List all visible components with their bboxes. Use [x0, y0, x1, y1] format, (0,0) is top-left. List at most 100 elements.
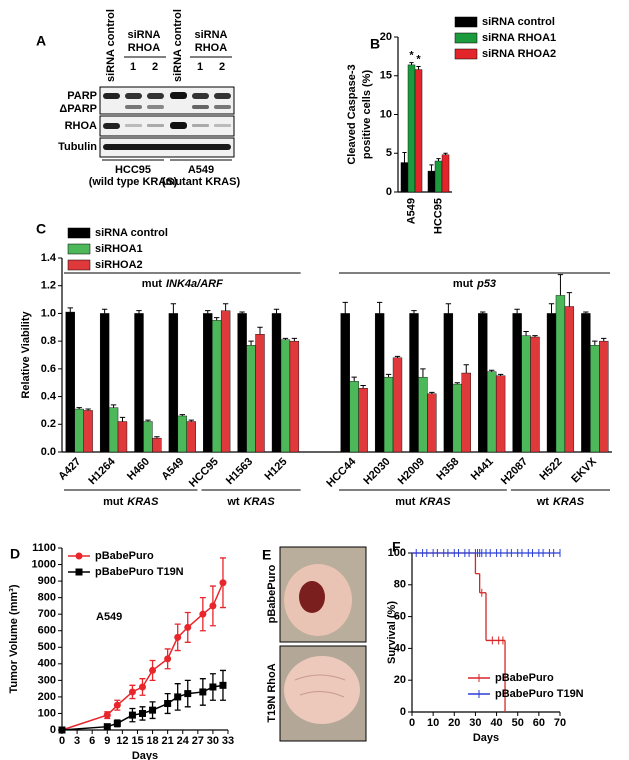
error-bar — [445, 303, 452, 314]
band — [125, 93, 142, 99]
point — [184, 623, 192, 631]
bar — [246, 345, 256, 453]
group-label: mut KRAS — [103, 496, 159, 508]
point — [128, 711, 136, 719]
y-tick-label: 5 — [386, 147, 392, 159]
y-tick-label: 1.2 — [41, 280, 56, 292]
error-bar — [548, 303, 555, 314]
point — [199, 688, 207, 696]
x-tick-label: 6 — [89, 735, 95, 747]
y-tick-label: 1.0 — [41, 307, 56, 319]
x-tick-label: 12 — [116, 735, 128, 747]
legend-label: pBabePuro T19N — [495, 688, 584, 700]
x-tick-label: 50 — [512, 717, 524, 729]
bar — [441, 154, 450, 193]
x-tick-label: H125 — [263, 456, 290, 483]
panel-letter: D — [10, 546, 20, 562]
bar — [407, 64, 416, 193]
y-tick-label: 10 — [380, 108, 392, 120]
y-tick-label: 1.4 — [41, 252, 57, 264]
y-tick-label: 900 — [38, 575, 56, 587]
y-tick-label: 0 — [386, 186, 392, 198]
x-tick-label: 30 — [469, 717, 481, 729]
blot-frame — [99, 86, 235, 115]
group-label-gene: p53 — [476, 278, 496, 290]
band — [214, 105, 231, 109]
point — [113, 701, 121, 709]
photo — [279, 546, 367, 742]
blot-frame — [99, 115, 235, 137]
cell-line-note: (wild type KRAS) — [89, 176, 178, 188]
bar — [564, 306, 575, 453]
error-bar — [188, 419, 194, 422]
group-label-gene: KRAS — [244, 496, 276, 508]
error-bar — [376, 301, 383, 314]
error-bar — [342, 301, 348, 314]
bar — [134, 313, 144, 453]
error-bar — [239, 311, 245, 314]
panel-letter: B — [370, 36, 380, 52]
annotation: * — [409, 49, 414, 61]
error-bar — [489, 369, 495, 372]
legend-swatch — [67, 243, 91, 255]
x-tick-label: HCC44 — [324, 455, 359, 490]
band — [170, 92, 187, 99]
error-bar — [409, 62, 414, 65]
x-tick-label: HCC95 — [432, 198, 444, 234]
column-label: siRNA control — [172, 9, 184, 82]
error-bar — [385, 373, 392, 378]
legend-label: siRHOA1 — [95, 243, 143, 255]
bar — [400, 162, 409, 193]
error-bar — [523, 330, 529, 336]
row-label: PARP — [67, 90, 97, 102]
group-label-prefix: mut — [103, 496, 124, 508]
column-label: siRNA control — [105, 9, 117, 82]
point — [128, 688, 136, 696]
legend-label: siRNA RHOA1 — [482, 32, 556, 44]
error-bar — [136, 310, 142, 314]
error-bar — [214, 317, 220, 321]
bar — [599, 340, 609, 453]
bar — [443, 313, 454, 453]
y-tick-label: 0.2 — [41, 418, 56, 430]
band — [147, 93, 164, 99]
bar — [349, 381, 359, 453]
bar — [237, 313, 247, 453]
bar — [495, 375, 506, 453]
group-label: mut KRAS — [395, 496, 451, 508]
bar — [383, 376, 394, 453]
row-label: RHOA — [65, 120, 97, 132]
legend-label: pBabePuro — [95, 550, 154, 562]
error-bar — [532, 335, 538, 337]
bar — [434, 160, 443, 193]
error-bar — [443, 152, 448, 155]
annotation: A549 — [96, 611, 122, 623]
legend-label: pBabePuro — [495, 672, 554, 684]
point — [199, 610, 207, 618]
band — [170, 122, 187, 129]
legend-label: siRHOA2 — [95, 259, 143, 271]
error-bar — [454, 382, 460, 385]
y-tick-label: 700 — [38, 608, 56, 620]
bar — [581, 313, 591, 453]
bar — [108, 407, 119, 453]
bar — [255, 334, 265, 453]
bar — [452, 383, 462, 453]
legend-marker — [75, 552, 83, 560]
band — [103, 144, 231, 150]
x-tick-label: HCC95 — [187, 456, 221, 490]
error-bar — [416, 65, 421, 70]
y-tick-label: 100 — [388, 547, 406, 559]
legend-label: siRNA control — [95, 227, 168, 239]
bar — [478, 313, 488, 453]
point — [103, 711, 111, 719]
legend-swatch — [67, 259, 91, 271]
x-tick-label: H460 — [125, 456, 152, 483]
y-tick-label: 0.0 — [41, 446, 56, 458]
bar — [212, 320, 222, 453]
photo-label: pBabePuro — [266, 564, 278, 623]
column-label: RHOA — [128, 42, 160, 54]
bar — [203, 313, 213, 453]
error-bar — [360, 384, 366, 389]
column-label: RHOA — [195, 42, 227, 54]
